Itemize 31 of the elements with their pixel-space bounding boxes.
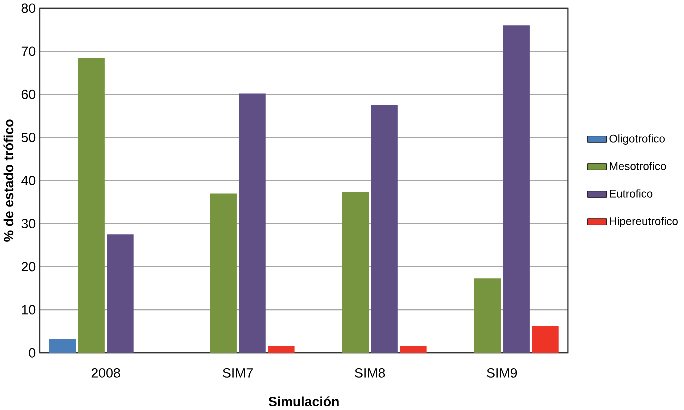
bar: [474, 278, 502, 353]
y-tick-label: 50: [22, 132, 36, 142]
legend-label: Oligotrofico: [610, 134, 665, 145]
y-tick-label: 60: [22, 90, 36, 100]
y-tick-label: 80: [22, 4, 36, 14]
y-tick-label: 20: [22, 262, 36, 272]
bar: [107, 234, 134, 353]
x-tick-label: SIM7: [223, 368, 253, 378]
y-tick-label: 70: [22, 46, 36, 56]
x-tick-label: 2008: [92, 368, 120, 378]
y-axis-title: % de estado trófico: [4, 120, 14, 242]
x-tick-label: SIM8: [355, 368, 386, 378]
bar: [503, 26, 530, 353]
legend-label: Hipereutrofico: [610, 217, 678, 228]
x-axis-title: Simulación: [268, 396, 339, 406]
bar: [268, 346, 295, 353]
legend-label: Mesotrofico: [610, 162, 666, 170]
y-tick-label: 0: [29, 348, 36, 358]
bar: [371, 105, 398, 353]
bar: [239, 94, 266, 353]
bar: [342, 192, 370, 353]
bar: [210, 194, 237, 353]
y-tick-label: 40: [22, 176, 36, 186]
bar: [49, 339, 76, 353]
bar: [400, 346, 427, 353]
y-tick-label: 30: [22, 219, 36, 228]
x-tick-label: SIM9: [487, 368, 518, 378]
y-tick-label: 10: [22, 305, 36, 315]
bar: [532, 326, 559, 353]
bar: [78, 58, 105, 353]
legend-label: Eutrofico: [610, 190, 653, 198]
